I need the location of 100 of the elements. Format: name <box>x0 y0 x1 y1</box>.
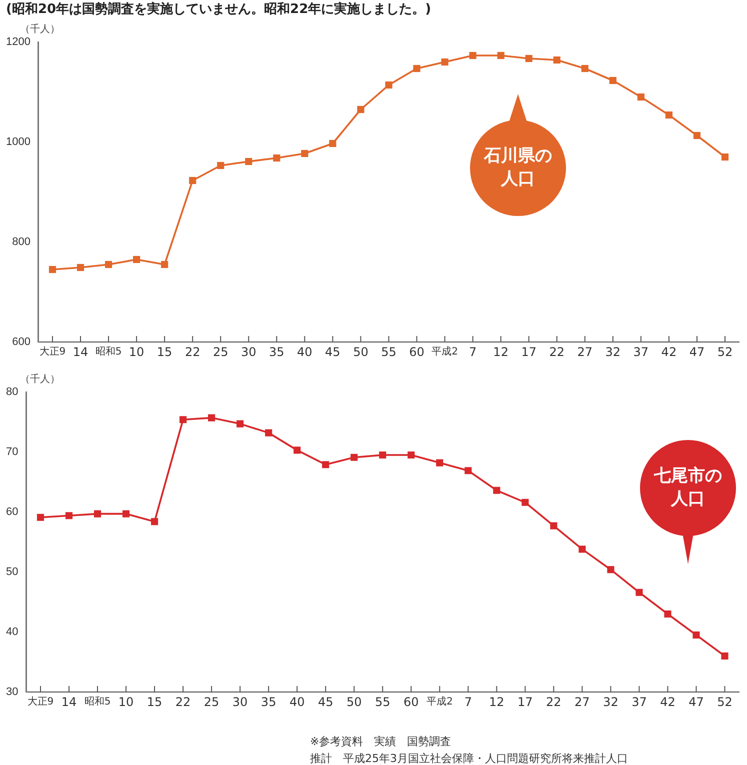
x-tick-label: 平成2 <box>432 346 458 358</box>
x-tick-label: 32 <box>605 345 621 360</box>
x-tick-label: 52 <box>717 345 733 360</box>
point <box>189 176 196 184</box>
point <box>636 588 643 596</box>
x-tick-label: 7 <box>468 345 477 360</box>
point <box>692 631 700 639</box>
y-tick-label: 50 <box>6 566 18 578</box>
point <box>65 512 73 520</box>
point <box>294 446 301 454</box>
x-tick-label: 22 <box>184 345 200 360</box>
x-tick-label: 15 <box>146 695 162 710</box>
y-tick-label: 40 <box>6 626 18 638</box>
point <box>441 58 448 66</box>
x-tick-label: 32 <box>603 695 618 710</box>
point <box>161 260 168 268</box>
point <box>408 451 415 459</box>
point <box>436 459 444 466</box>
point <box>273 154 280 162</box>
point <box>721 652 728 660</box>
x-tick-label: 27 <box>577 345 593 360</box>
x-tick-label: 22 <box>546 695 562 710</box>
point <box>464 467 472 474</box>
point <box>609 76 616 84</box>
point <box>151 518 158 526</box>
y-tick-label: 80 <box>6 386 18 398</box>
y-tick-label: 70 <box>6 446 18 458</box>
point <box>664 610 672 618</box>
x-tick-label: 35 <box>269 345 284 360</box>
y-tick-label: 1200 <box>6 36 30 48</box>
x-tick-label: 7 <box>464 695 472 710</box>
x-tick-label: 大正9 <box>39 346 66 358</box>
x-tick-label: 15 <box>156 345 172 360</box>
x-tick-label: 35 <box>260 695 276 710</box>
point <box>525 54 532 62</box>
point <box>104 260 112 268</box>
x-tick-label: 40 <box>289 695 305 710</box>
x-tick-label: 22 <box>175 695 191 710</box>
x-tick-label: 22 <box>549 345 565 360</box>
point <box>94 510 102 518</box>
y-axis-title: （千人） <box>20 22 60 36</box>
point <box>665 111 672 119</box>
x-tick-label: 12 <box>493 345 508 360</box>
point <box>493 486 500 494</box>
point <box>721 153 729 161</box>
x-tick-label: 10 <box>118 695 134 710</box>
y-tick-label: 1000 <box>6 136 30 148</box>
point <box>301 150 308 158</box>
point <box>607 566 614 574</box>
x-tick-label: 60 <box>409 345 424 360</box>
point <box>208 414 216 422</box>
x-tick-label: 14 <box>72 345 88 360</box>
point <box>553 56 560 64</box>
point <box>265 429 272 436</box>
y-tick-label: 60 <box>6 506 18 518</box>
point <box>236 420 244 428</box>
y-axis-title: （千人） <box>20 372 60 386</box>
x-tick-label: 30 <box>240 345 256 360</box>
text: 推計 平成25年3月国立社会保障・人口問題研究所将来推計人口 <box>310 752 628 765</box>
point <box>379 451 386 459</box>
point <box>578 546 586 553</box>
point <box>581 64 588 72</box>
point <box>133 256 140 264</box>
x-tick-label: 平成2 <box>426 696 453 708</box>
x-tick-label: 12 <box>489 695 504 710</box>
x-tick-label: 52 <box>717 695 732 710</box>
point <box>122 510 130 518</box>
x-tick-label: 10 <box>128 345 144 360</box>
point <box>180 416 187 424</box>
point <box>217 162 224 170</box>
x-tick-label: 25 <box>204 695 220 710</box>
point <box>413 64 420 72</box>
x-tick-label: 昭和5 <box>84 696 111 708</box>
point <box>329 140 336 148</box>
x-tick-label: 37 <box>632 695 647 710</box>
chart-title: (昭和20年は国勢調査を実施していません。昭和22年に実施しました。) <box>6 0 432 18</box>
x-tick-label: 30 <box>232 695 248 710</box>
point <box>357 106 364 114</box>
point <box>48 266 56 274</box>
point <box>76 264 84 272</box>
x-tick-label: 45 <box>325 345 340 360</box>
y-tick-label: 800 <box>12 236 30 248</box>
x-tick-label: 25 <box>212 345 228 360</box>
y-tick-label: 30 <box>6 686 18 698</box>
x-tick-label: 50 <box>353 345 368 360</box>
point <box>322 461 330 468</box>
x-tick-label: 42 <box>660 695 676 710</box>
point <box>350 454 358 461</box>
point <box>550 522 558 530</box>
x-tick-label: 55 <box>381 345 396 360</box>
x-tick-label: 大正9 <box>27 696 54 708</box>
point <box>693 132 701 140</box>
point <box>469 52 476 60</box>
x-tick-label: 45 <box>318 695 334 710</box>
x-tick-label: 17 <box>518 695 533 710</box>
point <box>637 93 644 101</box>
x-tick-label: 55 <box>374 695 390 710</box>
text: ※参考資料 実績 国勢調査 <box>310 735 452 748</box>
x-tick-label: 昭和5 <box>95 346 122 358</box>
y-tick-label: 600 <box>12 336 30 348</box>
